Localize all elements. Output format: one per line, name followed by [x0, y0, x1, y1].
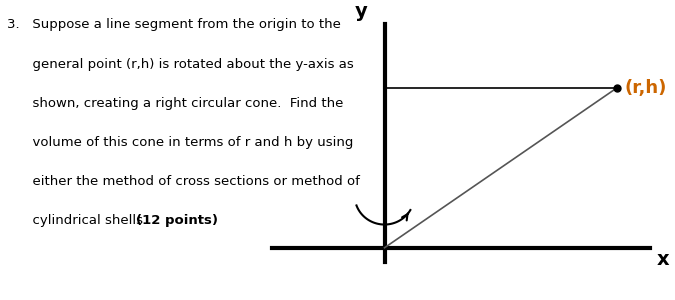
Text: volume of this cone in terms of r and h by using: volume of this cone in terms of r and h …: [7, 136, 353, 149]
Text: (12 points): (12 points): [136, 214, 218, 227]
Text: general point (r,h) is rotated about the y-axis as: general point (r,h) is rotated about the…: [7, 58, 354, 70]
Text: either the method of cross sections or method of: either the method of cross sections or m…: [7, 175, 360, 188]
Text: shown, creating a right circular cone.  Find the: shown, creating a right circular cone. F…: [7, 97, 343, 110]
Text: y: y: [355, 2, 368, 21]
Text: (r,h): (r,h): [624, 79, 667, 97]
Text: cylindrical shells: cylindrical shells: [7, 214, 147, 227]
Text: 3.   Suppose a line segment from the origin to the: 3. Suppose a line segment from the origi…: [7, 19, 340, 32]
Text: x: x: [656, 250, 669, 269]
